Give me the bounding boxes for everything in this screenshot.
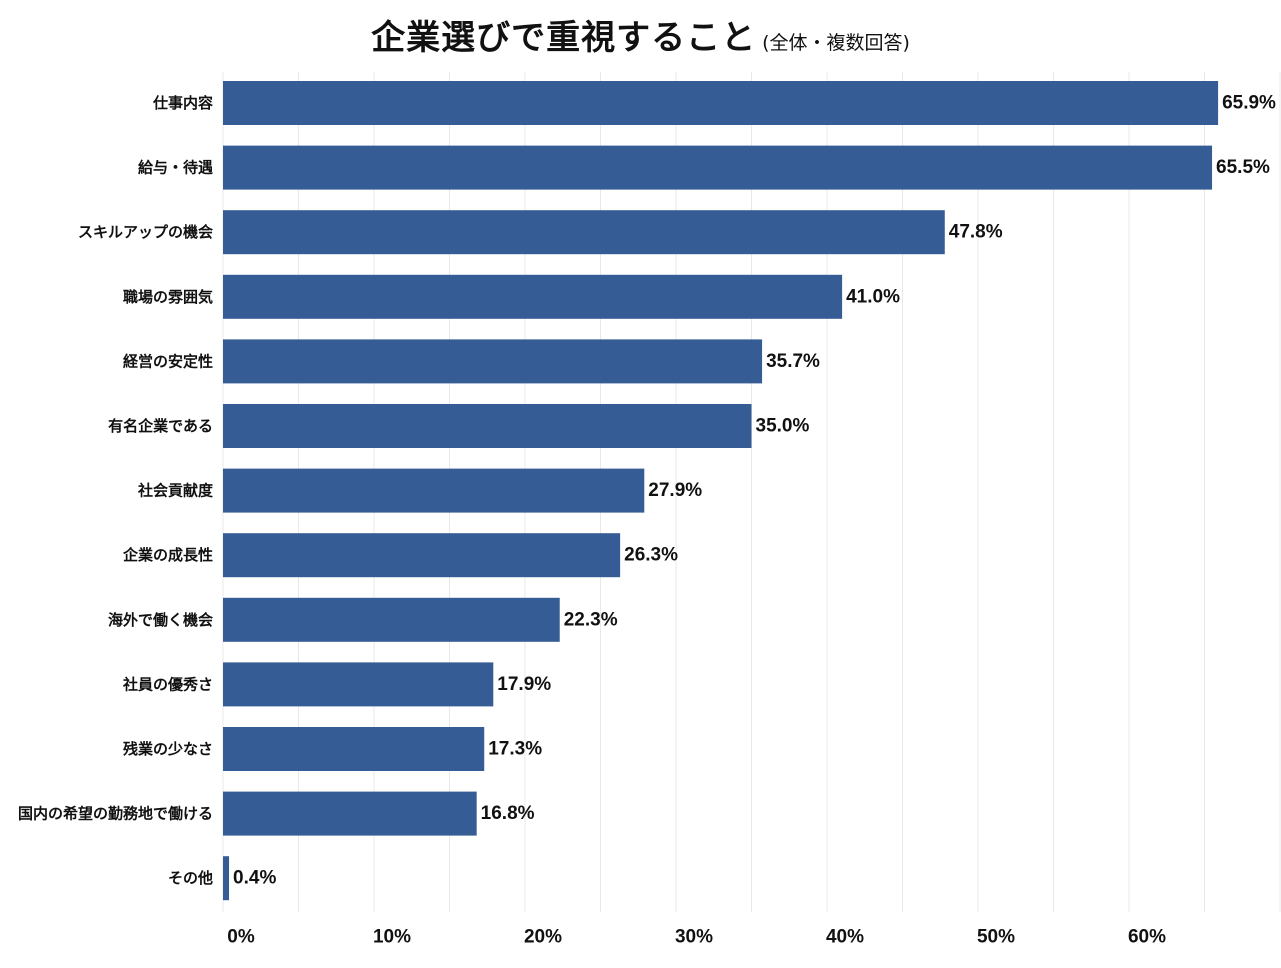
chart-title: 企業選びで重視すること (全体・複数回答) (0, 10, 1281, 59)
data-label: 17.9% (497, 674, 551, 695)
category-label: 国内の希望の勤務地で働ける (18, 805, 213, 823)
chart-title-main: 企業選びで重視すること (371, 18, 757, 58)
chart-subtitle: (全体・複数回答) (762, 32, 910, 54)
category-label: 海外で働く機会 (108, 611, 213, 629)
bar (223, 145, 1213, 190)
value-labels: 65.9% 65.5% 47.8% 41.0% 35.7% 35.0% 27.9% 26.3%… (233, 93, 1276, 889)
x-tick-label: 60% (1128, 927, 1166, 948)
category-label: 給与・待遇 (138, 159, 213, 177)
data-label: 16.8% (481, 803, 535, 824)
x-tick-label: 50% (977, 927, 1015, 948)
data-label: 35.0% (756, 416, 810, 437)
data-label: 26.3% (624, 545, 678, 566)
category-label: 社員の優秀さ (122, 675, 213, 693)
bar (223, 339, 763, 384)
bar (223, 662, 494, 707)
category-label: 残業の少なさ (123, 740, 213, 758)
data-label: 65.9% (1222, 93, 1276, 114)
bar (223, 81, 1219, 125)
bar (223, 468, 645, 513)
category-label: スキルアップの機会 (78, 223, 213, 241)
bar (223, 274, 843, 319)
category-labels: 仕事内容給与・待遇スキルアップの機会職場の雰囲気経営の安定性有名企業である社会貢… (18, 94, 214, 887)
x-axis-ticks: 0% 10% 20% 30% 40% 50% 60% (227, 927, 1166, 948)
bars (223, 81, 1219, 901)
x-tick-label: 0% (227, 927, 255, 948)
data-label: 27.9% (648, 480, 702, 501)
bar (223, 727, 485, 771)
bar (223, 791, 477, 836)
data-label: 65.5% (1216, 157, 1270, 178)
category-label: 仕事内容 (152, 94, 213, 112)
x-tick-label: 20% (524, 927, 562, 948)
category-label: 有名企業である (108, 417, 213, 435)
data-label: 35.7% (766, 351, 820, 372)
bar (223, 856, 230, 901)
category-label: 職場の雰囲気 (123, 288, 213, 306)
bar (223, 533, 621, 578)
category-label: 社会貢献度 (137, 482, 214, 500)
bar (223, 597, 560, 642)
category-label: 経営の安定性 (123, 352, 213, 370)
data-label: 17.3% (488, 739, 542, 760)
data-label: 47.8% (949, 222, 1003, 243)
data-label: 22.3% (564, 609, 618, 630)
data-label: 41.0% (846, 286, 900, 307)
x-tick-label: 40% (826, 927, 864, 948)
category-label: その他 (168, 869, 213, 887)
bar (223, 404, 752, 448)
category-label: 企業の成長性 (122, 546, 213, 564)
bar (223, 210, 945, 255)
x-tick-label: 10% (373, 927, 411, 948)
data-label: 0.4% (233, 868, 276, 889)
x-tick-label: 30% (675, 927, 713, 948)
